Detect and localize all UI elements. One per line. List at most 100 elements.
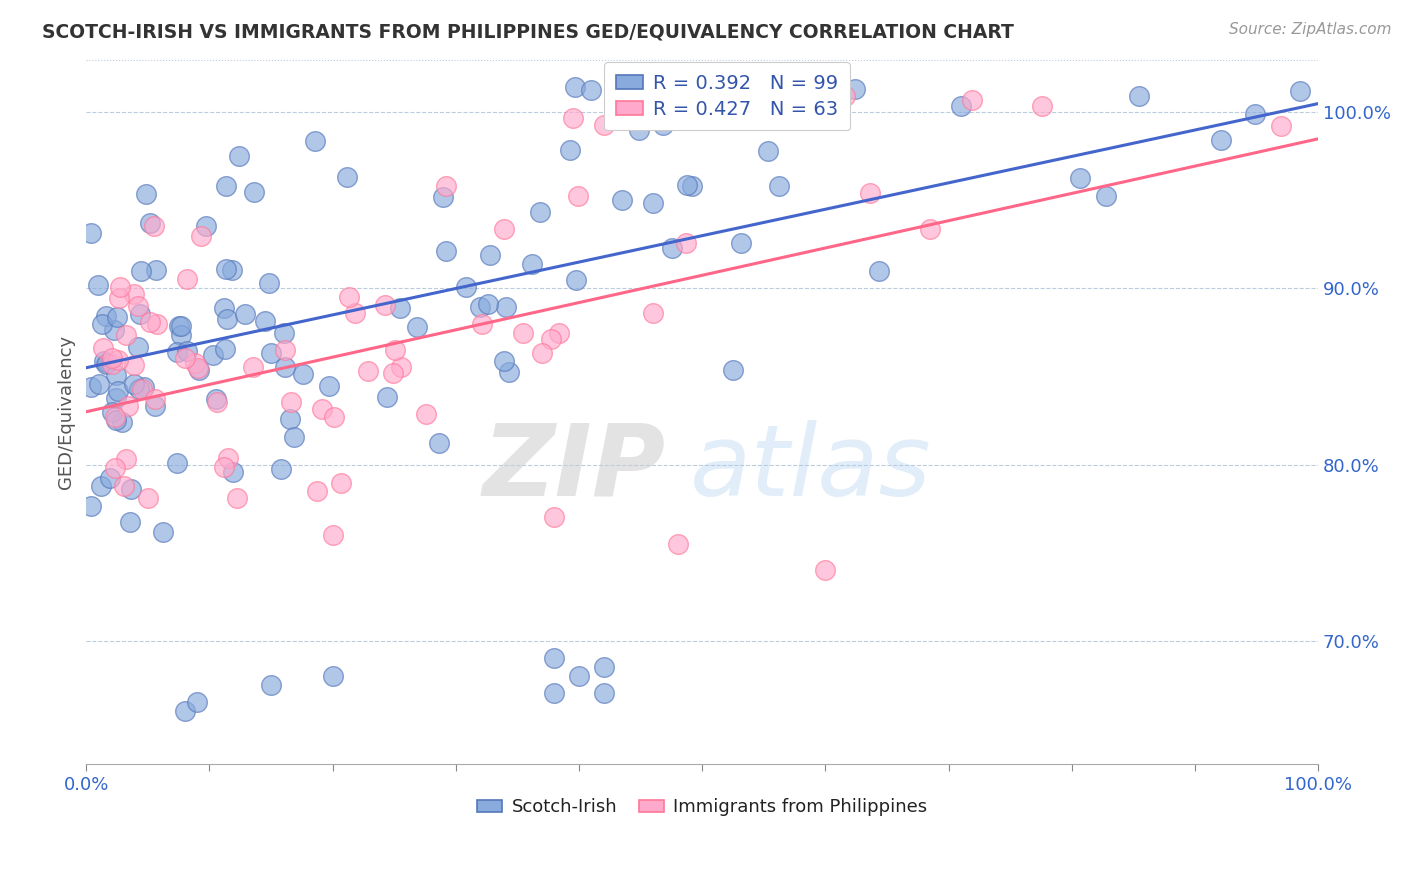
Point bbox=[1202, 16, 1225, 30]
Point bbox=[90, 318, 112, 332]
Point bbox=[1128, 89, 1150, 103]
Point bbox=[183, 355, 205, 369]
Point bbox=[543, 651, 565, 665]
Point bbox=[143, 399, 166, 413]
Point bbox=[389, 360, 412, 375]
Point bbox=[225, 491, 247, 506]
Point bbox=[190, 229, 212, 244]
Point bbox=[339, 290, 361, 304]
Point bbox=[128, 383, 150, 397]
Point bbox=[274, 359, 297, 374]
Point bbox=[167, 319, 190, 334]
Point bbox=[283, 430, 305, 444]
Point bbox=[87, 377, 110, 392]
Point bbox=[166, 344, 188, 359]
Point bbox=[274, 343, 297, 358]
Point bbox=[564, 79, 586, 94]
Point bbox=[146, 317, 169, 331]
Point bbox=[101, 405, 124, 419]
Point bbox=[91, 342, 114, 356]
Point bbox=[603, 104, 626, 119]
Point bbox=[568, 669, 591, 683]
Point bbox=[844, 82, 866, 96]
Point bbox=[859, 186, 882, 201]
Point bbox=[610, 193, 633, 207]
Point bbox=[681, 179, 703, 194]
Point bbox=[530, 346, 553, 360]
Point bbox=[242, 359, 264, 374]
Point bbox=[721, 363, 744, 377]
Point bbox=[471, 318, 494, 332]
Point bbox=[492, 354, 515, 368]
Point bbox=[176, 271, 198, 285]
Point bbox=[90, 478, 112, 492]
Point bbox=[187, 362, 209, 376]
Point bbox=[228, 149, 250, 163]
Point bbox=[280, 395, 302, 409]
Point bbox=[187, 361, 209, 376]
Point bbox=[152, 525, 174, 540]
Point bbox=[305, 483, 328, 498]
Point bbox=[1031, 99, 1053, 113]
Point bbox=[94, 309, 117, 323]
Point bbox=[105, 368, 128, 382]
Point bbox=[166, 456, 188, 470]
Legend: Scotch-Irish, Immigrants from Philippines: Scotch-Irish, Immigrants from Philippine… bbox=[468, 789, 936, 825]
Point bbox=[93, 354, 115, 368]
Point bbox=[215, 311, 238, 326]
Point bbox=[592, 660, 614, 674]
Point bbox=[949, 98, 972, 112]
Point bbox=[142, 219, 165, 234]
Point bbox=[212, 460, 235, 475]
Point bbox=[389, 301, 412, 315]
Point bbox=[384, 343, 406, 357]
Point bbox=[381, 366, 404, 380]
Point bbox=[139, 216, 162, 230]
Point bbox=[115, 327, 138, 342]
Point bbox=[215, 179, 238, 194]
Point bbox=[259, 277, 281, 291]
Point bbox=[105, 413, 128, 427]
Point bbox=[920, 222, 942, 236]
Point bbox=[143, 392, 166, 406]
Point bbox=[548, 326, 571, 340]
Point bbox=[960, 93, 983, 107]
Point bbox=[558, 143, 581, 157]
Point bbox=[205, 392, 228, 407]
Point bbox=[291, 367, 314, 381]
Point bbox=[173, 704, 195, 718]
Point bbox=[814, 563, 837, 577]
Point bbox=[273, 326, 295, 341]
Point bbox=[214, 342, 236, 356]
Point bbox=[112, 479, 135, 493]
Point bbox=[1209, 133, 1232, 147]
Point bbox=[768, 179, 790, 194]
Point bbox=[101, 357, 124, 371]
Point bbox=[318, 379, 340, 393]
Point bbox=[454, 280, 477, 294]
Point bbox=[115, 452, 138, 467]
Point bbox=[520, 256, 543, 270]
Point bbox=[543, 510, 565, 524]
Point bbox=[104, 460, 127, 475]
Point bbox=[104, 409, 127, 424]
Point bbox=[492, 222, 515, 236]
Point bbox=[868, 264, 890, 278]
Point bbox=[270, 462, 292, 476]
Point bbox=[128, 307, 150, 321]
Point bbox=[205, 395, 228, 409]
Point bbox=[139, 315, 162, 329]
Point bbox=[434, 178, 457, 193]
Point bbox=[215, 262, 238, 277]
Point bbox=[1270, 119, 1292, 133]
Point bbox=[108, 280, 131, 294]
Point bbox=[675, 235, 697, 250]
Point bbox=[529, 205, 551, 219]
Point bbox=[103, 322, 125, 336]
Point bbox=[1243, 107, 1265, 121]
Y-axis label: GED/Equivalency: GED/Equivalency bbox=[58, 334, 75, 489]
Point bbox=[202, 348, 225, 362]
Point bbox=[96, 356, 118, 370]
Point bbox=[176, 343, 198, 358]
Point bbox=[652, 119, 675, 133]
